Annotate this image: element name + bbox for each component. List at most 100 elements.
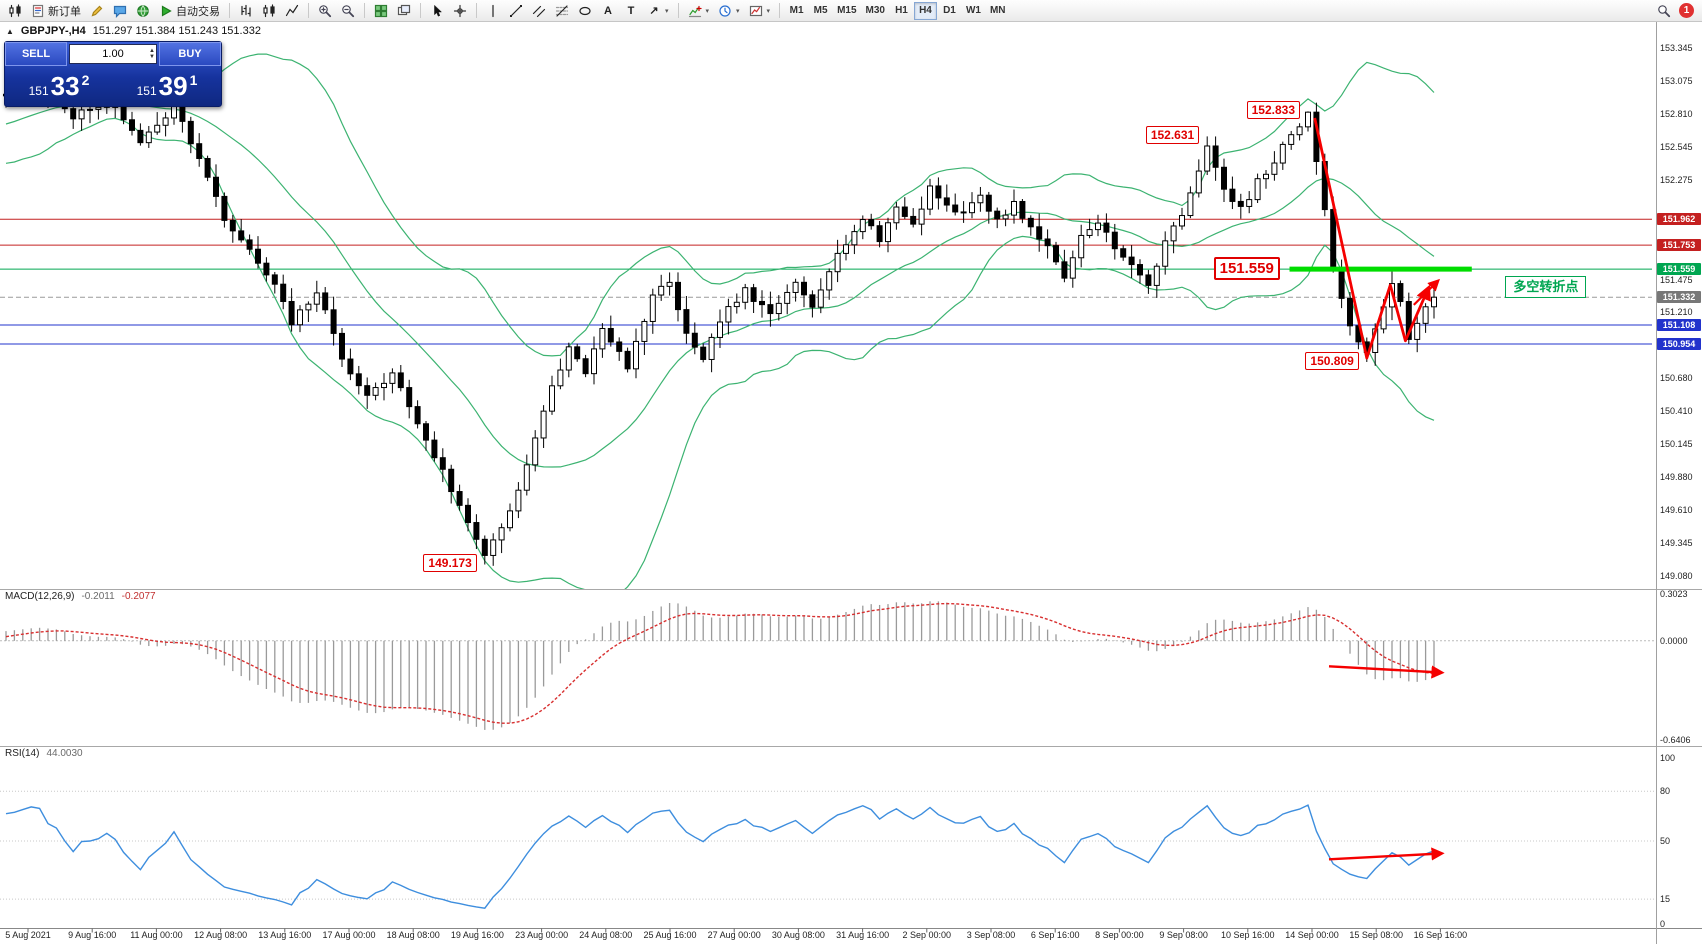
metaeditor-icon: [90, 4, 104, 18]
toolbar-separator: [364, 3, 365, 18]
chevron-down-icon: ▾: [705, 7, 710, 15]
fibonacci-icon: [555, 4, 569, 18]
chart-candles-icon: [262, 3, 276, 18]
vertical-line-icon: [486, 4, 500, 18]
toolbar-chart-candles-button[interactable]: [258, 1, 280, 20]
timeframe-M30-button[interactable]: M30: [862, 2, 889, 20]
toolbar-crosshair-button[interactable]: [449, 1, 471, 20]
toolbar-market-button[interactable]: [132, 1, 154, 20]
timeframe-MN-button[interactable]: MN: [986, 2, 1010, 20]
buy-price[interactable]: 151 39 1: [136, 71, 198, 101]
timeframe-W1-button[interactable]: W1: [962, 2, 985, 20]
macd-header: MACD(12,26,9) -0.2011 -0.2077: [5, 591, 156, 602]
toolbar-separator: [308, 3, 309, 18]
price-chart-canvas[interactable]: [0, 22, 1702, 944]
toolbar-separator: [420, 3, 421, 18]
toolbar-chart-bars-button[interactable]: [235, 1, 257, 20]
indicators-icon: [688, 4, 702, 18]
cursor-icon: [430, 4, 444, 18]
symbol-period-label: GBPJPY-,H4: [20, 25, 86, 37]
toolbar-periods-button[interactable]: ▾: [714, 1, 744, 20]
autotrading-label: 自动交易: [176, 5, 220, 18]
search-icon: [1657, 4, 1671, 18]
toolbar-text-button[interactable]: A: [597, 1, 619, 20]
chart-workspace: ▲ GBPJPY-,H4 151.297 151.384 151.243 151…: [0, 22, 1702, 944]
chevron-down-icon: ▾: [736, 7, 740, 15]
toolbar-metaeditor-button[interactable]: [86, 1, 108, 20]
toolbar-new-order-button[interactable]: 新订单: [27, 1, 85, 20]
toolbar-separator: [677, 3, 679, 18]
price-flag-label[interactable]: 149.173: [423, 554, 477, 573]
toolbar-cursor-button[interactable]: [426, 1, 448, 20]
rsi-header: RSI(14) 44.0030: [5, 748, 83, 759]
chart-bars-icon: [239, 4, 253, 18]
trendline-icon: [509, 4, 523, 18]
toolbar: 新订单 自动交易 A T ↗ ▾ ▾ ▾ ▾ M1 M5 M15 M30 H1 H4 D1 W1 MN 1: [0, 0, 1702, 22]
toolbar-separator: [229, 3, 230, 18]
volume-value: 1.00: [102, 48, 124, 60]
toolbar-indicators-button[interactable]: ▾: [684, 1, 714, 20]
timeframe-D1-button[interactable]: D1: [938, 2, 961, 20]
toolbar-autotrading-button[interactable]: 自动交易: [155, 1, 224, 20]
toolbar-community-button[interactable]: [109, 1, 131, 20]
tile-windows-icon: [374, 4, 388, 18]
volume-input[interactable]: 1.00 ▲ ▼: [69, 44, 157, 64]
toolbar-separator: [779, 3, 781, 18]
buy-button[interactable]: BUY: [159, 42, 221, 66]
toolbar-zoom-out-button[interactable]: [337, 1, 359, 20]
rsi-value: 44.0030: [46, 748, 83, 759]
periods-icon: [718, 4, 732, 18]
arrange-windows-icon: [397, 4, 411, 18]
crosshair-icon: [453, 4, 467, 18]
toolbar-tile-windows-button[interactable]: [370, 1, 392, 20]
timeframe-H4-button[interactable]: H4: [913, 1, 937, 20]
equidistant-channel-icon: [532, 4, 546, 18]
chevron-down-icon: ▾: [766, 7, 771, 15]
price-flag-label[interactable]: 152.833: [1246, 101, 1300, 120]
toolbar-zoom-in-button[interactable]: [314, 1, 336, 20]
price-flag-label[interactable]: 151.559: [1213, 257, 1280, 281]
macd-main-value: -0.2011: [81, 591, 115, 602]
arrows-tool-icon: ↗: [649, 4, 659, 17]
label-icon: T: [627, 4, 635, 17]
toolbar-shapes-button[interactable]: [574, 1, 596, 20]
toolbar-arrange-windows-button[interactable]: [393, 1, 415, 20]
toolbar-equidistant-channel-button[interactable]: [528, 1, 550, 20]
toolbar-arrows-tool-button[interactable]: ↗ ▾: [643, 1, 673, 20]
new-order-icon: [31, 4, 45, 18]
volume-up-arrow-icon[interactable]: ▲: [149, 48, 155, 54]
templates-icon: [749, 4, 763, 18]
chart-line-icon: [285, 4, 299, 18]
toolbar-chart-line-button[interactable]: [281, 1, 303, 20]
timeframe-H1-button[interactable]: H1: [890, 2, 913, 20]
toolbar-fibonacci-button[interactable]: [551, 1, 573, 20]
zoom-out-icon: [341, 4, 355, 18]
zoom-in-icon: [318, 4, 332, 18]
toolbar-templates-button[interactable]: ▾: [745, 1, 775, 20]
collapse-panel-arrow-icon[interactable]: ▲: [6, 26, 14, 36]
text-icon: A: [604, 4, 612, 17]
ohlc-values: 151.297 151.384 151.243 151.332: [92, 25, 261, 37]
timeframe-M5-button[interactable]: M5: [809, 2, 832, 20]
sell-price[interactable]: 151 33 2: [28, 71, 90, 101]
shapes-icon: [578, 4, 592, 18]
toolbar-label-button[interactable]: T: [620, 1, 642, 20]
toolbar-new-chart-button[interactable]: [4, 1, 26, 20]
timeframe-M15-button[interactable]: M15: [833, 2, 860, 20]
volume-down-arrow-icon[interactable]: ▼: [149, 54, 155, 60]
toolbar-trendline-button[interactable]: [505, 1, 527, 20]
sell-button[interactable]: SELL: [5, 42, 67, 66]
autotrading-icon: [159, 4, 173, 18]
chart-note-label[interactable]: 多空转折点: [1505, 275, 1587, 298]
community-icon: [113, 4, 127, 18]
notification-badge[interactable]: 1: [1679, 3, 1694, 18]
search-button[interactable]: [1653, 1, 1675, 20]
timeframe-M1-button[interactable]: M1: [785, 2, 808, 20]
one-click-trading-panel: SELL 1.00 ▲ ▼ BUY 151 33 2 151 39 1: [4, 41, 222, 107]
price-flag-label[interactable]: 152.631: [1145, 126, 1200, 145]
new-order-label: 新订单: [48, 5, 81, 18]
price-flag-label[interactable]: 150.809: [1305, 351, 1359, 370]
market-icon: [136, 4, 150, 18]
toolbar-vertical-line-button[interactable]: [482, 1, 504, 20]
toolbar-items: 新订单 自动交易 A T ↗ ▾ ▾ ▾ ▾ M1 M5 M15 M30 H1 H4 D1 W1 MN: [4, 1, 1010, 20]
